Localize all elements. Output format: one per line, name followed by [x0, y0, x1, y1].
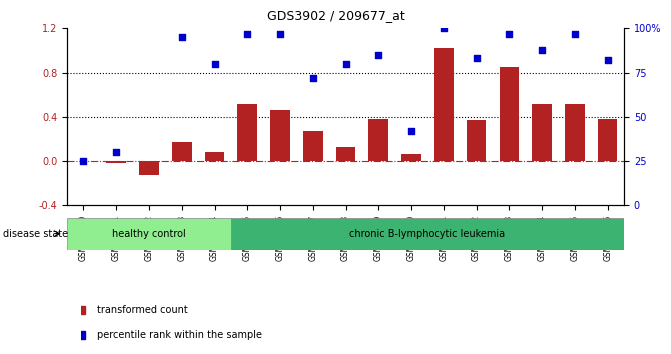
Bar	[67, 218, 231, 250]
Bar	[139, 161, 159, 176]
Bar	[107, 161, 126, 163]
Bar	[434, 48, 454, 161]
Point	[274, 31, 285, 36]
Point	[373, 52, 384, 58]
Text: GDS3902 / 209677_at: GDS3902 / 209677_at	[266, 9, 405, 22]
Point	[537, 47, 548, 52]
Bar	[238, 104, 257, 161]
Bar	[467, 120, 486, 161]
Text: chronic B-lymphocytic leukemia: chronic B-lymphocytic leukemia	[350, 229, 505, 239]
Point	[406, 128, 417, 134]
Bar	[205, 152, 224, 161]
Bar	[172, 142, 192, 161]
Bar	[270, 110, 290, 161]
Point	[340, 61, 351, 67]
Bar	[231, 218, 624, 250]
Bar	[401, 154, 421, 161]
Point	[307, 75, 318, 81]
Point	[111, 149, 121, 155]
Point	[504, 31, 515, 36]
Text: disease state: disease state	[3, 229, 68, 239]
Bar	[565, 104, 584, 161]
Bar	[598, 119, 617, 161]
Bar	[336, 147, 356, 161]
Bar	[368, 119, 388, 161]
Point	[242, 31, 253, 36]
Point	[78, 158, 89, 164]
Bar	[499, 67, 519, 161]
Text: healthy control: healthy control	[112, 229, 186, 239]
Text: percentile rank within the sample: percentile rank within the sample	[97, 330, 262, 339]
Bar	[532, 104, 552, 161]
Point	[209, 61, 220, 67]
Point	[471, 56, 482, 61]
Point	[603, 57, 613, 63]
Point	[570, 31, 580, 36]
Point	[438, 25, 449, 31]
Bar	[303, 131, 323, 161]
Point	[176, 34, 187, 40]
Text: transformed count: transformed count	[97, 305, 187, 315]
